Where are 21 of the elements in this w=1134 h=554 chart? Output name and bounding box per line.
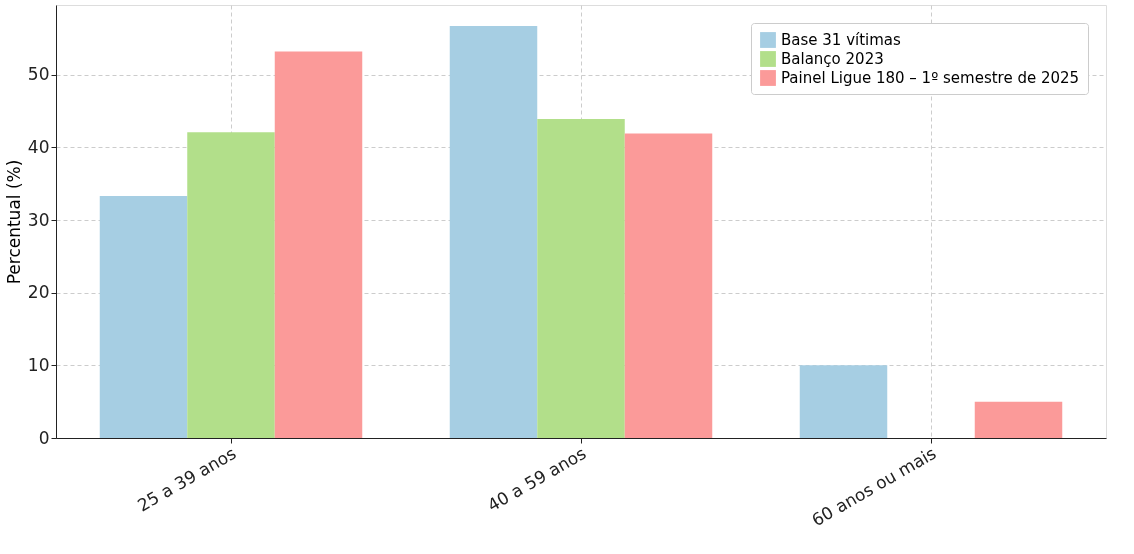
y-tick-label: 50 <box>27 64 50 85</box>
legend-label: Painel Ligue 180 – 1º semestre de 2025 <box>781 69 1080 87</box>
bar <box>537 119 625 438</box>
bar <box>274 51 363 438</box>
legend-label: Balanço 2023 <box>781 50 884 68</box>
y-axis-title: Percentual (%) <box>3 159 24 285</box>
bar <box>449 26 538 438</box>
y-tick-label: 10 <box>27 354 50 375</box>
legend-label: Base 31 vítimas <box>781 31 902 49</box>
y-tick-label: 30 <box>27 209 50 230</box>
x-tick-label: 40 a 59 anos <box>483 442 590 516</box>
bar <box>624 133 713 438</box>
bar <box>974 401 1063 438</box>
x-tick-label: 60 anos ou mais <box>808 442 940 531</box>
bar <box>187 132 275 438</box>
x-tick-label: 25 a 39 anos <box>133 442 240 516</box>
bar <box>799 365 888 438</box>
y-tick-label: 0 <box>38 427 50 448</box>
y-tick-label: 40 <box>27 136 50 157</box>
y-tick-label: 20 <box>27 282 50 303</box>
bar <box>99 196 188 438</box>
